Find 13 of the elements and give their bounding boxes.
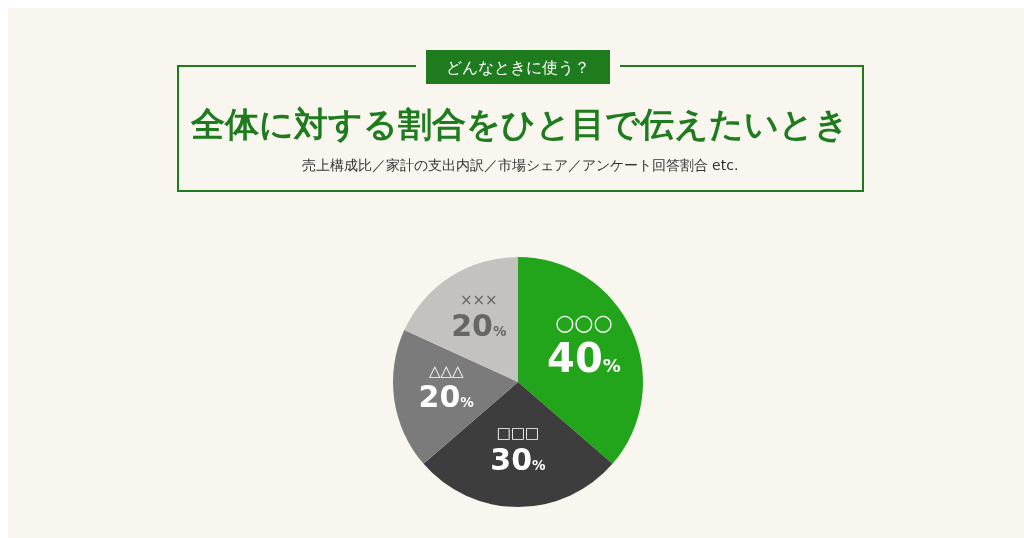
data-label: 40%: [547, 334, 621, 381]
chart-title: 全体に対する割合をひと目で伝えたいとき: [190, 104, 849, 144]
slice-label: ○○○: [555, 309, 613, 335]
slice-label: □□□: [496, 424, 540, 442]
data-label: 30%: [490, 441, 547, 477]
data-label: 20%: [418, 379, 475, 415]
text: どんなときに使う？: [446, 58, 590, 77]
slice-label: △△△: [428, 361, 464, 380]
data-label: 20%: [451, 308, 507, 344]
pie-slice: [423, 382, 613, 507]
slice-label: ×××: [459, 290, 498, 309]
pie-slice: [404, 257, 518, 382]
chart-subtitle: 売上構成比／家計の支出内訳／市場シェア／アンケート回答割合 etc.: [301, 157, 739, 173]
